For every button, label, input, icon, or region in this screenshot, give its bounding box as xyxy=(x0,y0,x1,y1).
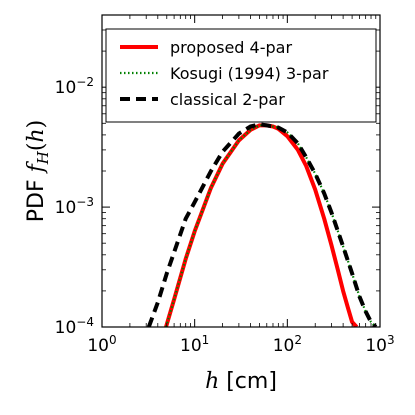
x-tick-label: 100 xyxy=(87,333,116,356)
ticks-layer xyxy=(101,15,381,328)
x-tick-label: 101 xyxy=(180,333,209,356)
y-axis-label: PDF fH(h) xyxy=(24,120,52,222)
series-line-0 xyxy=(164,123,359,327)
series-line-1 xyxy=(164,124,377,327)
legend-frame xyxy=(105,28,377,123)
x-axis-label: h [cm] xyxy=(205,369,277,394)
y-tick-label: 10−3 xyxy=(55,195,94,218)
x-tick-label: 102 xyxy=(273,333,302,356)
y-tick-label: 10−2 xyxy=(55,75,94,98)
legend-label-0: proposed 4-par xyxy=(170,38,292,57)
series-layer xyxy=(146,122,378,327)
legend-label-1: Kosugi (1994) 3-par xyxy=(170,64,329,83)
series-line-2 xyxy=(146,122,378,327)
x-tick-label: 103 xyxy=(365,333,394,356)
legend: proposed 4-par Kosugi (1994) 3-par classic… xyxy=(105,28,377,123)
legend-label-2: classical 2-par xyxy=(170,90,285,109)
y-tick-label: 10−4 xyxy=(55,315,94,338)
tick-labels-layer: 100 101 102 103 10−4 10−3 10−2 xyxy=(55,75,395,356)
